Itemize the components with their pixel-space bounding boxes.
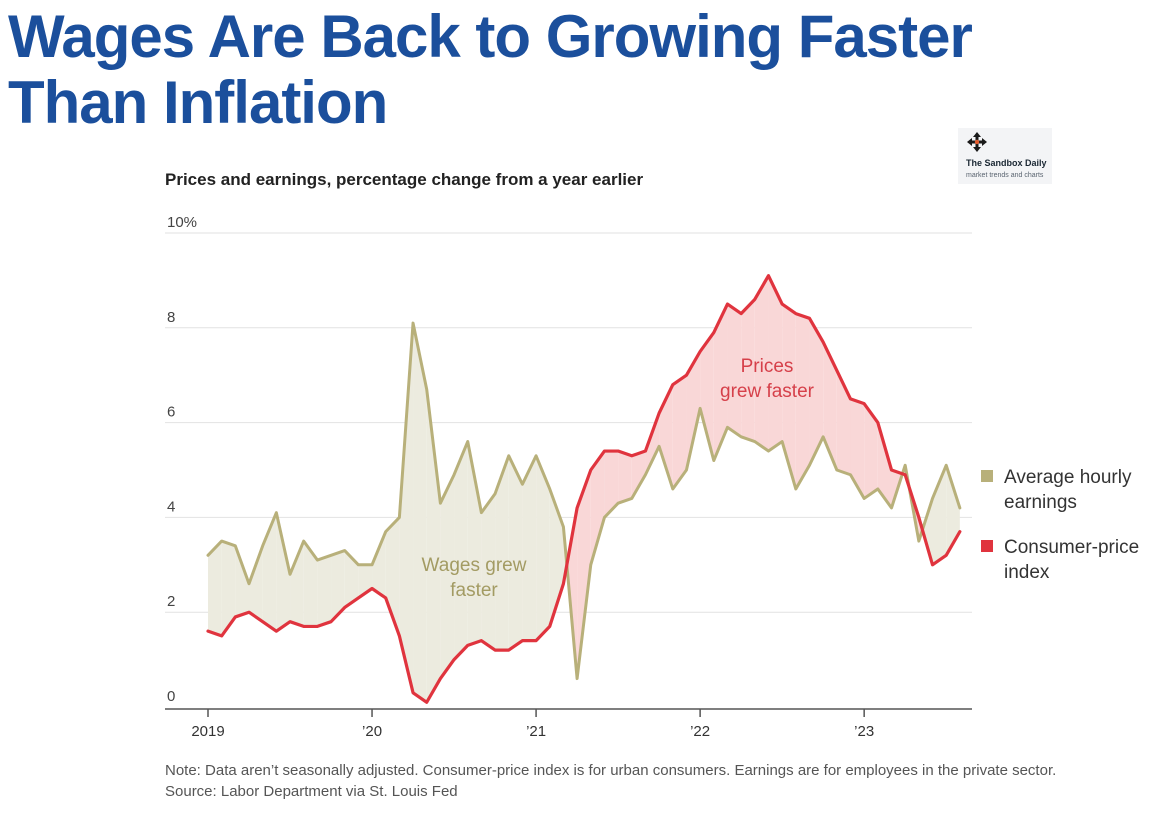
gap-segment (850, 398, 865, 499)
gap-segment (221, 541, 236, 636)
annotation-text: faster (450, 580, 498, 601)
gap-segment (276, 512, 291, 632)
gap-segment (823, 342, 837, 470)
tick-labels: 0 2 4 6 8 10% 2019 ’20 ’21 ’22 ’23 (167, 214, 874, 740)
gap-segment (864, 403, 878, 499)
legend-label: index (1004, 562, 1050, 583)
y-tick-label: 2 (167, 593, 175, 610)
annotation-text: Prices (741, 356, 794, 377)
gap-segment (208, 541, 222, 636)
gap-segment (727, 304, 742, 437)
gap-segment (946, 465, 960, 556)
x-tick-label: ’22 (690, 723, 710, 740)
gap-segment (645, 413, 660, 475)
gap-segment (495, 455, 509, 651)
annotation-text: Wages grew (422, 555, 527, 576)
y-tick-label: 4 (167, 498, 175, 515)
note-text: Note: Data aren’t seasonally adjusted. C… (165, 762, 1057, 779)
gap-segment (372, 531, 386, 598)
gap-segment (782, 304, 796, 489)
gap-segment (741, 299, 755, 442)
gap-segment (426, 389, 441, 703)
y-tick-label: 10% (167, 214, 197, 231)
gap-segment (768, 275, 783, 452)
gap-segment (290, 541, 304, 627)
gap-segment (659, 384, 673, 489)
annotations: Wages grew faster Prices grew faster (422, 356, 815, 601)
gap-segment (399, 323, 414, 693)
gap-segment (317, 555, 332, 627)
legend-swatch (981, 470, 993, 482)
source-text: Source: Labor Department via St. Louis F… (165, 783, 458, 800)
chart-notes: Note: Data aren’t seasonally adjusted. C… (165, 760, 1125, 802)
watermark-name: The Sandbox Daily (966, 158, 1047, 168)
x-tick-label: ’23 (854, 723, 874, 740)
gap-segment (577, 470, 591, 679)
gap-segment (303, 541, 318, 627)
legend-label: Consumer-price (1004, 537, 1139, 558)
legend: Average hourly earnings Consumer-price inde… (981, 467, 1139, 583)
gap-segment (700, 332, 714, 461)
gap-segment (454, 441, 468, 660)
y-tick-label: 8 (167, 309, 175, 326)
move-arrows-icon (967, 132, 987, 152)
gap-segment (467, 441, 482, 646)
series-lines (206, 274, 962, 704)
gap-segment (604, 451, 619, 518)
series-line-earnings (206, 321, 962, 681)
gap-segment (331, 550, 345, 622)
gap-segment (618, 451, 632, 504)
gap-segment (249, 545, 263, 622)
annotation-text: grew faster (720, 381, 815, 402)
x-tick-label: 2019 (191, 723, 224, 740)
gap-segment (235, 545, 250, 617)
gap-segment (672, 375, 687, 489)
gap-segment (795, 313, 810, 489)
y-tick-label: 0 (167, 688, 175, 705)
gap-segment (481, 493, 496, 651)
headline: Wages Are Back to Growing Faster Than In… (8, 4, 1008, 136)
legend-swatch (981, 540, 993, 552)
headline-line-2: Than Inflation (8, 69, 388, 136)
y-tick-label: 6 (167, 404, 175, 421)
gap-segment (754, 275, 769, 452)
headline-line-1: Wages Are Back to Growing Faster (8, 3, 973, 70)
gap-segment (713, 304, 728, 461)
gap-segment (877, 422, 892, 508)
gap-segment (440, 474, 455, 679)
watermark-tagline: market trends and charts (966, 172, 1044, 179)
gap-segment (262, 512, 277, 632)
gap-segment (809, 318, 824, 466)
x-axis (165, 708, 972, 717)
gap-segment (522, 455, 537, 641)
gap-segment (536, 455, 550, 641)
x-tick-label: ’21 (526, 723, 546, 740)
gap-segment (508, 455, 523, 651)
gap-segment (686, 351, 701, 470)
gap-segment (836, 370, 851, 475)
gap-segment (413, 323, 427, 703)
legend-label: Average hourly (1004, 467, 1132, 488)
watermark-badge: The Sandbox Daily market trends and char… (958, 128, 1052, 184)
x-tick-label: ’20 (362, 723, 382, 740)
legend-label: earnings (1004, 492, 1077, 513)
gap-segment (590, 451, 605, 565)
gap-segment (344, 550, 359, 608)
gap-segment (922, 498, 933, 565)
gap-shading (208, 275, 960, 703)
series-line-cpi (206, 274, 962, 704)
gap-segment (631, 451, 646, 499)
chart-title: Prices and earnings, percentage change f… (165, 170, 644, 189)
gap-segment (932, 465, 947, 565)
